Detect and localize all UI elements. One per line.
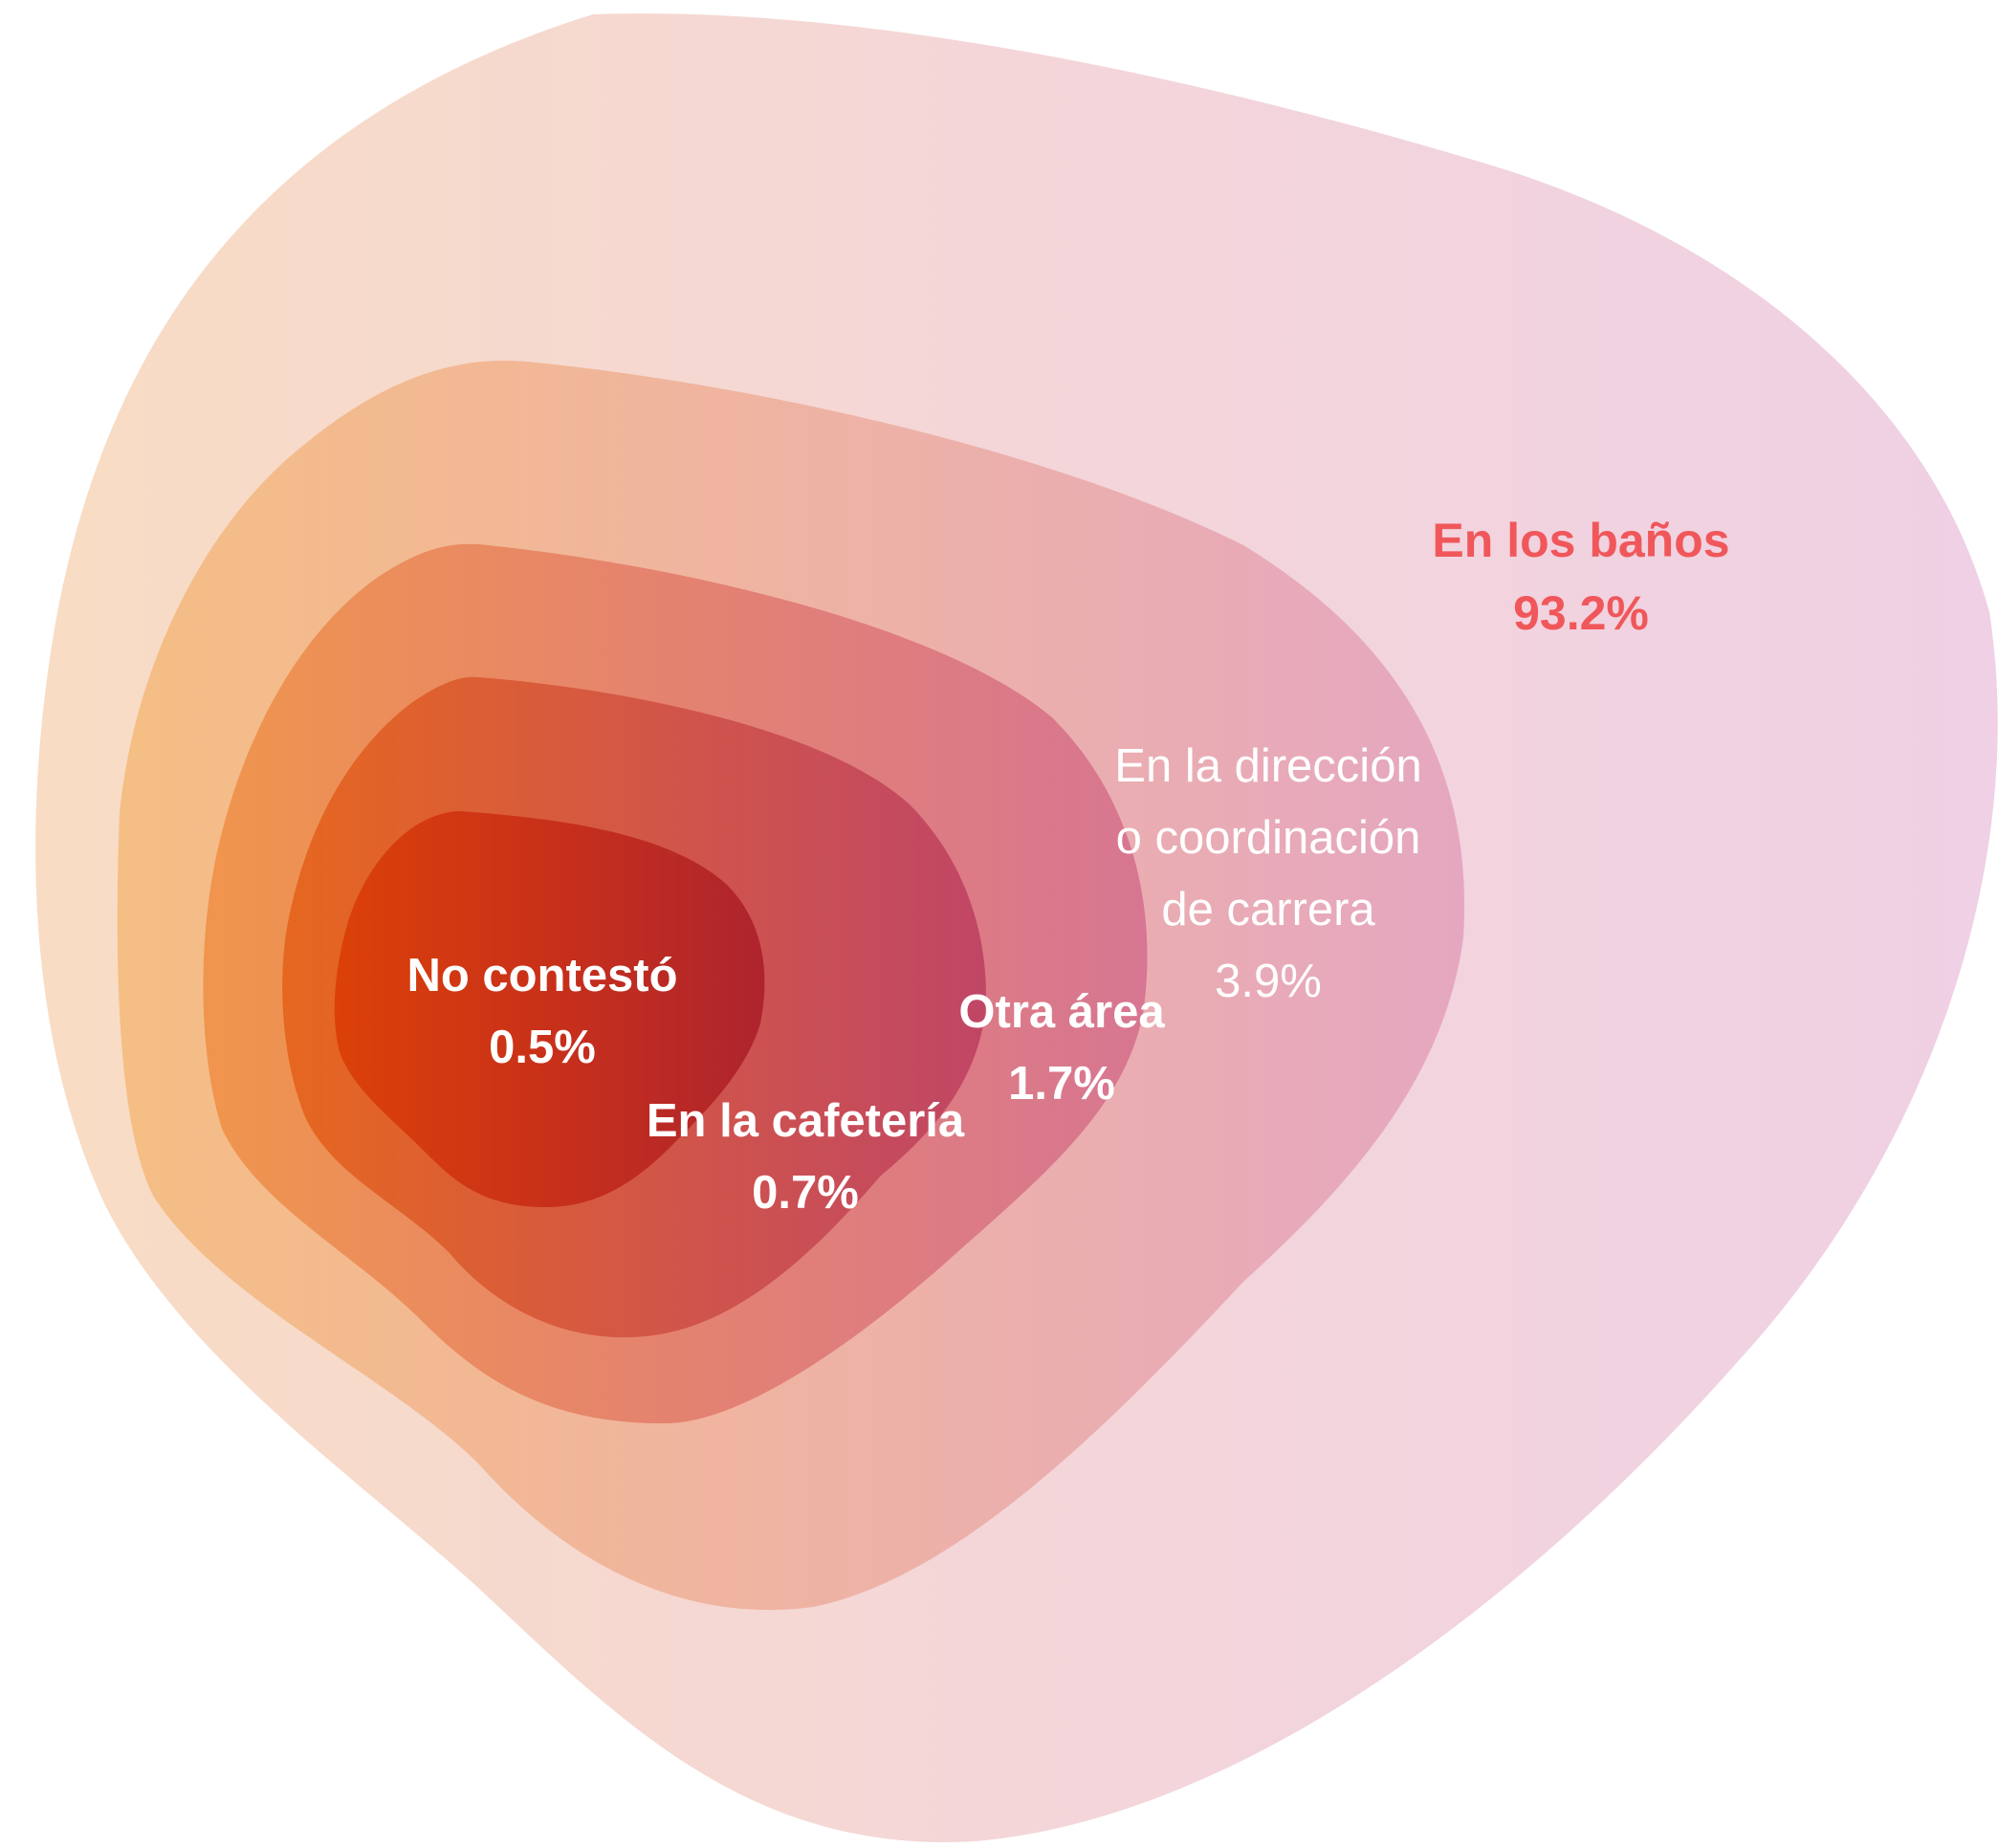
label-otra-area-value: 1.7%: [1008, 1058, 1115, 1110]
label-cafeteria-name: En la cafetería: [647, 1095, 965, 1147]
label-en-los-banos-value: 93.2%: [1513, 586, 1649, 640]
label-otra-area: Otra área 1.7%: [958, 986, 1165, 1110]
blob-no-contesto: [334, 811, 765, 1207]
label-cafeteria: En la cafetería 0.7%: [647, 1095, 965, 1219]
label-direccion-line-3: de carrera: [1161, 884, 1375, 935]
label-no-contesto-name: No contestó: [406, 950, 677, 1001]
label-direccion-value: 3.9%: [1215, 956, 1322, 1007]
label-cafeteria-value: 0.7%: [752, 1167, 859, 1219]
label-no-contesto-value: 0.5%: [489, 1022, 596, 1073]
blob-layers: [35, 13, 1998, 1843]
label-otra-area-name: Otra área: [958, 986, 1165, 1038]
label-direccion-line-2: o coordinación: [1116, 812, 1421, 864]
label-direccion-line-1: En la dirección: [1114, 740, 1421, 792]
label-en-los-banos-name: En los baños: [1432, 514, 1729, 567]
label-en-los-banos: En los baños 93.2%: [1432, 514, 1729, 640]
label-direccion: En la dirección o coordinación de carrer…: [1114, 740, 1421, 1007]
label-no-contesto: No contestó 0.5%: [406, 950, 677, 1073]
